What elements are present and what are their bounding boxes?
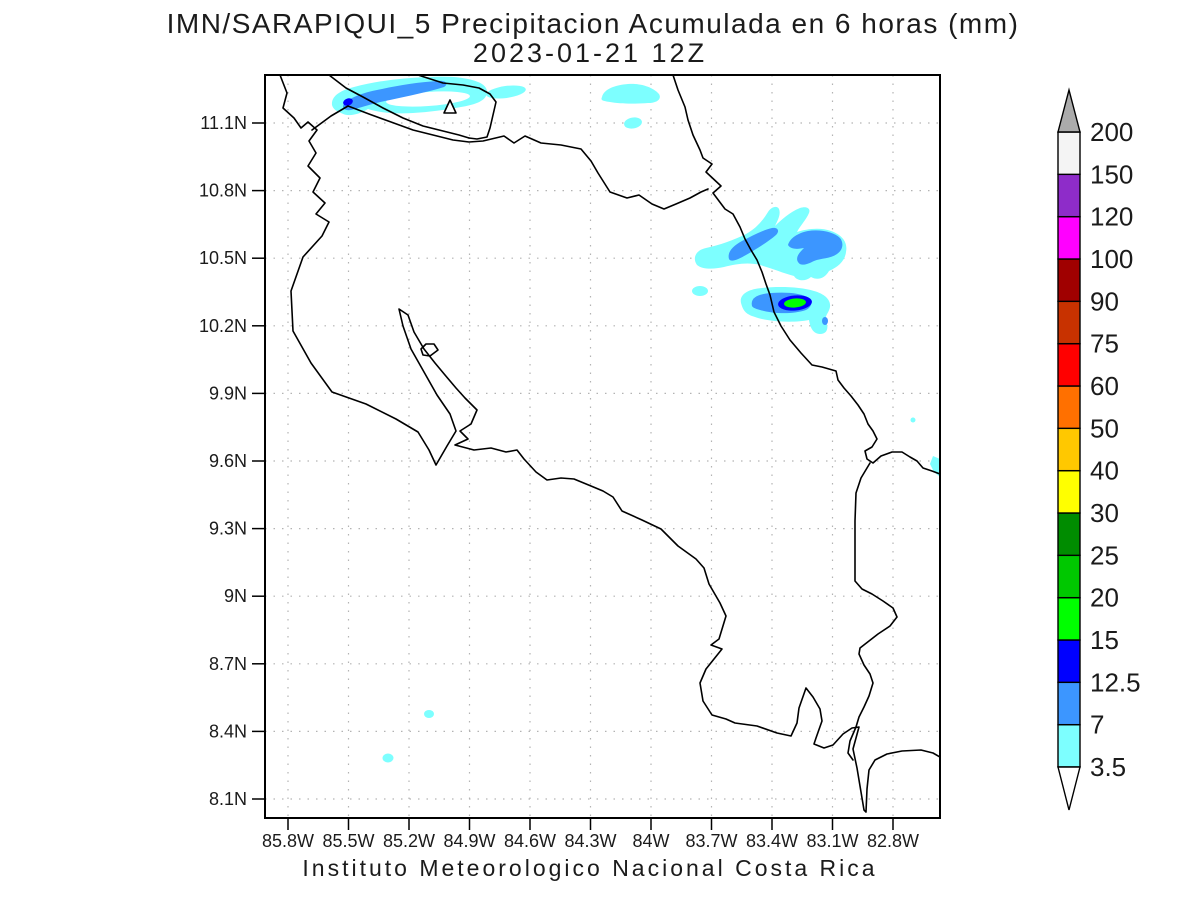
colorbar-segment [1057, 215, 1081, 260]
coastline-basemap-layer [279, 75, 940, 813]
lon-tick-label: 84W [632, 831, 669, 851]
colorbar-label: 15 [1090, 625, 1119, 655]
lon-tick-label: 82.8W [867, 831, 919, 851]
lon-tick-label: 83.4W [746, 831, 798, 851]
footer-attribution: Instituto Meteorologico Nacional Costa R… [302, 855, 877, 881]
colorbar-label: 50 [1090, 413, 1119, 443]
colorbar-label: 3.5 [1090, 752, 1126, 782]
lat-tick-label: 8.4N [209, 721, 247, 741]
precip-patch-coastal-cell-tail-dot [822, 317, 828, 325]
colorbar-label: 30 [1090, 498, 1119, 528]
lat-tick-label: 9.6N [209, 451, 247, 471]
lat-tick-label: 8.7N [209, 654, 247, 674]
colorbar-label: 40 [1090, 456, 1119, 486]
precip-patch-nw-border-band-navy-spot [343, 98, 353, 106]
lon-tick-label: 84.6W [504, 831, 556, 851]
plot-frame [264, 74, 941, 819]
precip-patch-coastal-cell-green-core [784, 298, 806, 308]
precipitation-shading-layer [331, 76, 940, 763]
precip-patch-north-central-dot [624, 117, 642, 129]
lon-tick-label: 84.3W [564, 831, 616, 851]
precip-patch-southwest-speck-2 [382, 753, 394, 763]
colorbar-segment [1057, 258, 1081, 303]
lat-tick-label: 10.5N [199, 248, 247, 268]
colorbar-label: 150 [1090, 159, 1133, 189]
lon-tick-label: 85.8W [262, 831, 314, 851]
lon-tick-label: 83.1W [806, 831, 858, 851]
precip-patch-caribbean-band-blue-west [728, 227, 779, 261]
colorbar-segment [1057, 723, 1081, 768]
colorbar-segment [1057, 173, 1081, 218]
colorbar-label: 60 [1090, 371, 1119, 401]
colorbar-segment [1057, 342, 1081, 387]
colorbar-segment [1057, 300, 1081, 345]
lon-tick-label: 85.2W [383, 831, 435, 851]
precip-patch-north-streak-small [486, 85, 526, 99]
lat-tick-label: 10.8N [199, 181, 247, 201]
colorbar-segment [1057, 427, 1081, 472]
colorbar-label: 75 [1090, 329, 1119, 359]
basemap-pacific-coast-and-peninsulas [279, 75, 940, 813]
precip-patch-east-edge-sliver [930, 456, 940, 477]
chart-title: IMN/SARAPIQUI_5 Precipitacion Acumulada … [167, 8, 1020, 39]
colorbar-label: 200 [1090, 117, 1133, 147]
colorbar-label: 7 [1090, 710, 1104, 740]
colorbar-label: 12.5 [1090, 667, 1141, 697]
precip-patch-southwest-speck-1 [424, 710, 434, 718]
lat-tick-label: 9.3N [209, 519, 247, 539]
lat-tick-label: 8.1N [209, 789, 247, 809]
lon-tick-label: 83.7W [685, 831, 737, 851]
colorbar-segment [1057, 131, 1081, 176]
precip-patch-caribbean-dot-cyan [692, 286, 708, 296]
precip-patch-east-speck [910, 417, 916, 423]
colorbar-label: 90 [1090, 286, 1119, 316]
colorbar-label: 100 [1090, 244, 1133, 274]
colorbar-segment [1057, 596, 1081, 641]
colorbar-segment [1057, 385, 1081, 430]
lat-tick-label: 10.2N [199, 316, 247, 336]
precip-patch-north-central-streak [601, 83, 660, 104]
precip-patch-caribbean-band-blue-east [788, 230, 843, 265]
basemap-volcano-triangle-marker [443, 99, 457, 114]
colorbar-label: 120 [1090, 202, 1133, 232]
colorbar-segment [1057, 512, 1081, 557]
colorbar: 3.5 7 12.5 15 20 25 30 40 50 60 75 90 100 120 150 200 [1057, 87, 1141, 811]
basemap-border-costa-rica-panama [847, 462, 898, 761]
colorbar-under-arrow [1057, 766, 1081, 811]
colorbar-label: 25 [1090, 540, 1119, 570]
colorbar-segment [1057, 469, 1081, 514]
lat-tick-label: 9N [224, 586, 247, 606]
colorbar-segment [1057, 554, 1081, 599]
basemap-lake-nicaragua-west-shore [328, 75, 470, 139]
axis-ticks-layer [252, 122, 894, 830]
lon-tick-label: 84.9W [443, 831, 495, 851]
colorbar-segment [1057, 681, 1081, 726]
basemap-lake-nicaragua-east-shore [417, 75, 497, 140]
lat-tick-label: 9.9N [209, 383, 247, 403]
colorbar-segment [1057, 639, 1081, 684]
colorbar-over-arrow [1057, 87, 1081, 133]
colorbar-label: 20 [1090, 583, 1119, 613]
basemap-border-nicaragua-costa-rica [311, 105, 709, 210]
gridlines-layer [265, 75, 940, 818]
chart-subtitle-datetime: 2023-01-21 12Z [473, 38, 707, 68]
basemap-caribbean-coast [672, 75, 940, 475]
precip-patch-nw-border-band-blue [342, 80, 447, 111]
lat-tick-label: 11.1N [200, 113, 247, 133]
lon-tick-label: 85.5W [322, 831, 374, 851]
axis-labels-layer: 11.1N 10.8N 10.5N 10.2N 9.9N 9.6N 9.3N 9N 8.7N 8.… [199, 113, 919, 851]
basemap-chira-island [420, 343, 439, 357]
